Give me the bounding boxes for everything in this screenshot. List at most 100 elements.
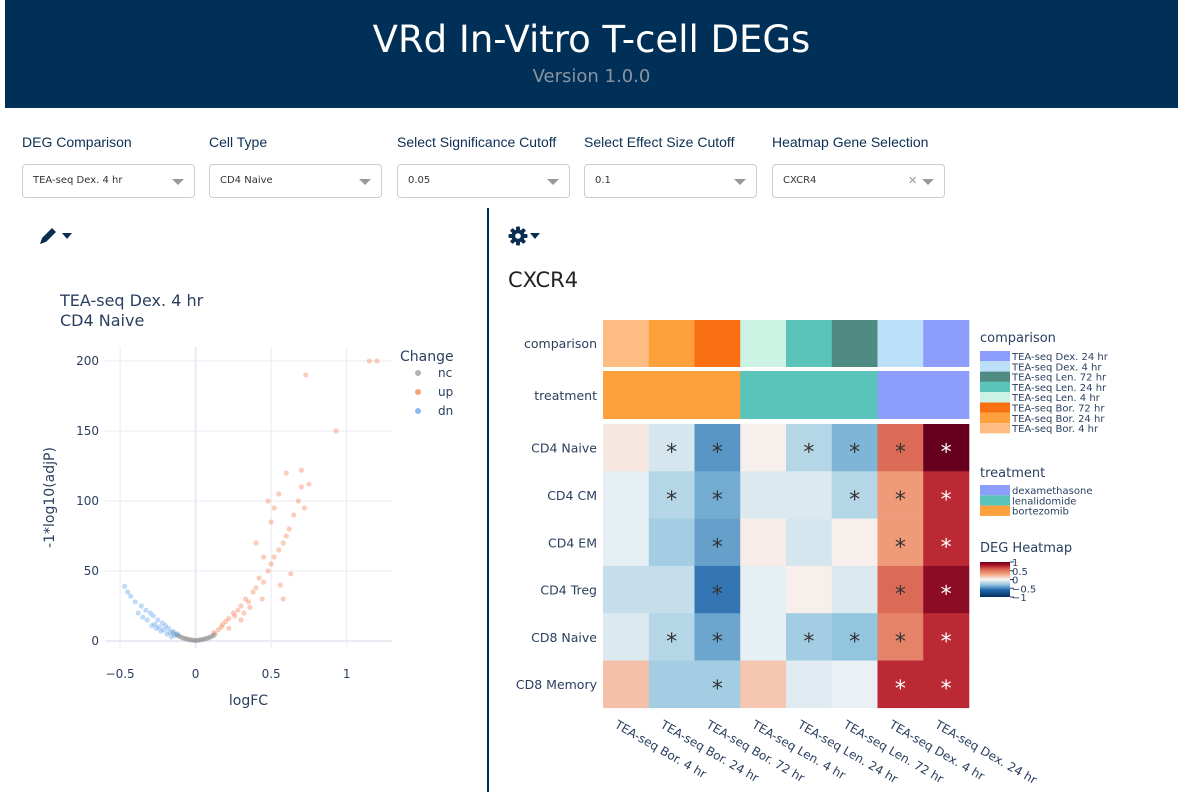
comparison-legend-swatch[interactable] xyxy=(980,371,1010,382)
significance-star: * xyxy=(849,441,860,466)
volcano-point-up xyxy=(215,627,221,633)
comparison-legend-label[interactable]: TEA-seq Len. 24 hr xyxy=(1011,383,1107,394)
heatmap-cell xyxy=(877,565,924,614)
volcano-point-dn xyxy=(122,583,128,590)
volcano-point-dn xyxy=(152,621,158,627)
volcano-point-nc xyxy=(174,632,181,639)
effect-size-cutoff-value: 0.1 xyxy=(595,175,611,186)
chevron-down-icon[interactable] xyxy=(547,179,559,185)
volcano-x-tick-label: −0.5 xyxy=(106,667,135,681)
comparison-legend-label[interactable]: TEA-seq Bor. 4 hr xyxy=(1011,424,1099,435)
heatmap-cell xyxy=(786,660,833,709)
comparison-annotation-cell xyxy=(786,320,833,367)
comparison-annotation-cell xyxy=(740,320,787,367)
chevron-down-icon[interactable] xyxy=(62,233,72,239)
heatmap-cell xyxy=(603,518,650,567)
volcano-x-axis-label: logFC xyxy=(229,693,268,709)
comparison-legend-swatch[interactable] xyxy=(980,412,1010,424)
heatmap-cell xyxy=(603,471,650,519)
volcano-point-up xyxy=(280,596,286,602)
treatment-legend-label[interactable]: bortezomib xyxy=(1012,507,1069,518)
volcano-title-line1: TEA-seq Dex. 4 hr xyxy=(59,291,204,310)
comparison-legend-label[interactable]: TEA-seq Len. 4 hr xyxy=(1011,393,1101,404)
comparison-legend-label[interactable]: TEA-seq Len. 72 hr xyxy=(1011,373,1107,384)
comparison-legend-swatch[interactable] xyxy=(980,423,1010,434)
volcano-legend-marker[interactable] xyxy=(415,370,421,376)
volcano-point-up xyxy=(271,505,277,511)
heatmap-cell xyxy=(648,518,695,567)
chevron-down-icon[interactable] xyxy=(530,233,540,239)
gear-icon[interactable] xyxy=(508,226,528,246)
chevron-down-icon[interactable] xyxy=(734,179,746,185)
volcano-point-up xyxy=(220,621,226,627)
heatmap-gene-dropdown[interactable]: CXCR4 × xyxy=(772,164,945,198)
volcano-legend-label[interactable]: nc xyxy=(438,366,452,380)
treatment-legend-swatch[interactable] xyxy=(980,505,1010,516)
chevron-down-icon[interactable] xyxy=(359,179,371,185)
volcano-legend-label[interactable]: up xyxy=(438,385,453,399)
significance-star: * xyxy=(895,441,906,466)
significance-star: * xyxy=(712,583,723,608)
chevron-down-icon[interactable] xyxy=(922,179,934,185)
volcano-point-up xyxy=(242,596,249,602)
gear-tool-menu[interactable] xyxy=(508,226,540,246)
treatment-annotation-cell xyxy=(831,371,878,419)
treatment-legend-label[interactable]: dexamethasone xyxy=(1012,486,1092,497)
heatmap-cell xyxy=(603,613,650,661)
volcano-legend-label[interactable]: dn xyxy=(438,404,453,418)
treatment-legend-swatch[interactable] xyxy=(980,485,1010,496)
cell-type-dropdown[interactable]: CD4 Naive xyxy=(209,164,382,198)
volcano-point-nc xyxy=(180,635,187,641)
heatmap-cell xyxy=(786,424,833,472)
comparison-legend-label[interactable]: TEA-seq Dex. 24 hr xyxy=(1011,352,1109,363)
volcano-legend-marker[interactable] xyxy=(415,389,421,395)
volcano-point-nc xyxy=(211,632,217,639)
volcano-point-nc xyxy=(194,637,200,643)
chevron-down-icon[interactable] xyxy=(172,179,184,185)
deg-comparison-dropdown[interactable]: TEA-seq Dex. 4 hr xyxy=(22,164,195,198)
comparison-legend-label[interactable]: TEA-seq Dex. 4 hr xyxy=(1011,362,1102,373)
significance-star: * xyxy=(941,441,952,466)
comparison-legend-label[interactable]: TEA-seq Bor. 24 hr xyxy=(1011,414,1105,425)
volcano-point-up xyxy=(271,554,277,560)
comparison-legend-label[interactable]: TEA-seq Bor. 72 hr xyxy=(1011,404,1105,415)
heatmap-cell xyxy=(923,424,970,472)
comparison-legend-swatch[interactable] xyxy=(980,402,1010,413)
heatmap-y-tick-label: CD4 Naive xyxy=(531,441,597,456)
volcano-point-dn xyxy=(140,614,146,620)
volcano-point-up xyxy=(226,625,232,632)
volcano-point-nc xyxy=(208,634,214,640)
heatmap-cell xyxy=(877,613,924,661)
volcano-point-nc xyxy=(203,635,209,642)
significance-star: * xyxy=(666,441,677,466)
heatmap-cell xyxy=(786,471,833,519)
heatmap-cell xyxy=(877,660,924,709)
heatmap-cell xyxy=(786,565,833,614)
significance-star: * xyxy=(666,488,677,513)
volcano-point-dn xyxy=(147,610,153,616)
volcano-point-up xyxy=(276,491,282,497)
volcano-y-tick-label: 50 xyxy=(84,564,99,578)
volcano-legend-marker[interactable] xyxy=(415,408,421,414)
clear-icon[interactable]: × xyxy=(908,172,917,189)
pencil-icon[interactable] xyxy=(38,226,60,246)
treatment-legend-label[interactable]: lenalidomide xyxy=(1012,496,1076,507)
comparison-legend-swatch[interactable] xyxy=(980,361,1010,372)
effect-size-cutoff-dropdown[interactable]: 0.1 xyxy=(584,164,757,198)
volcano-point-nc xyxy=(188,637,194,643)
heatmap-cell xyxy=(694,660,741,709)
heatmap-cell xyxy=(740,613,787,661)
comparison-legend-swatch[interactable] xyxy=(980,381,1010,393)
significance-cutoff-dropdown[interactable]: 0.05 xyxy=(397,164,570,198)
significance-star: * xyxy=(712,441,723,466)
heatmap-y-tick-label: CD4 CM xyxy=(547,488,597,503)
pencil-tool-menu[interactable] xyxy=(38,226,72,246)
volcano-point-dn xyxy=(153,625,159,632)
comparison-legend-swatch[interactable] xyxy=(980,392,1010,403)
comparison-annotation-cell xyxy=(694,320,741,367)
treatment-legend-swatch[interactable] xyxy=(980,495,1010,506)
comparison-legend-swatch[interactable] xyxy=(980,351,1010,362)
heatmap-gene-label: Heatmap Gene Selection xyxy=(772,134,929,150)
significance-star: * xyxy=(712,677,723,702)
cell-type-control: Cell Type CD4 Naive xyxy=(209,134,382,198)
